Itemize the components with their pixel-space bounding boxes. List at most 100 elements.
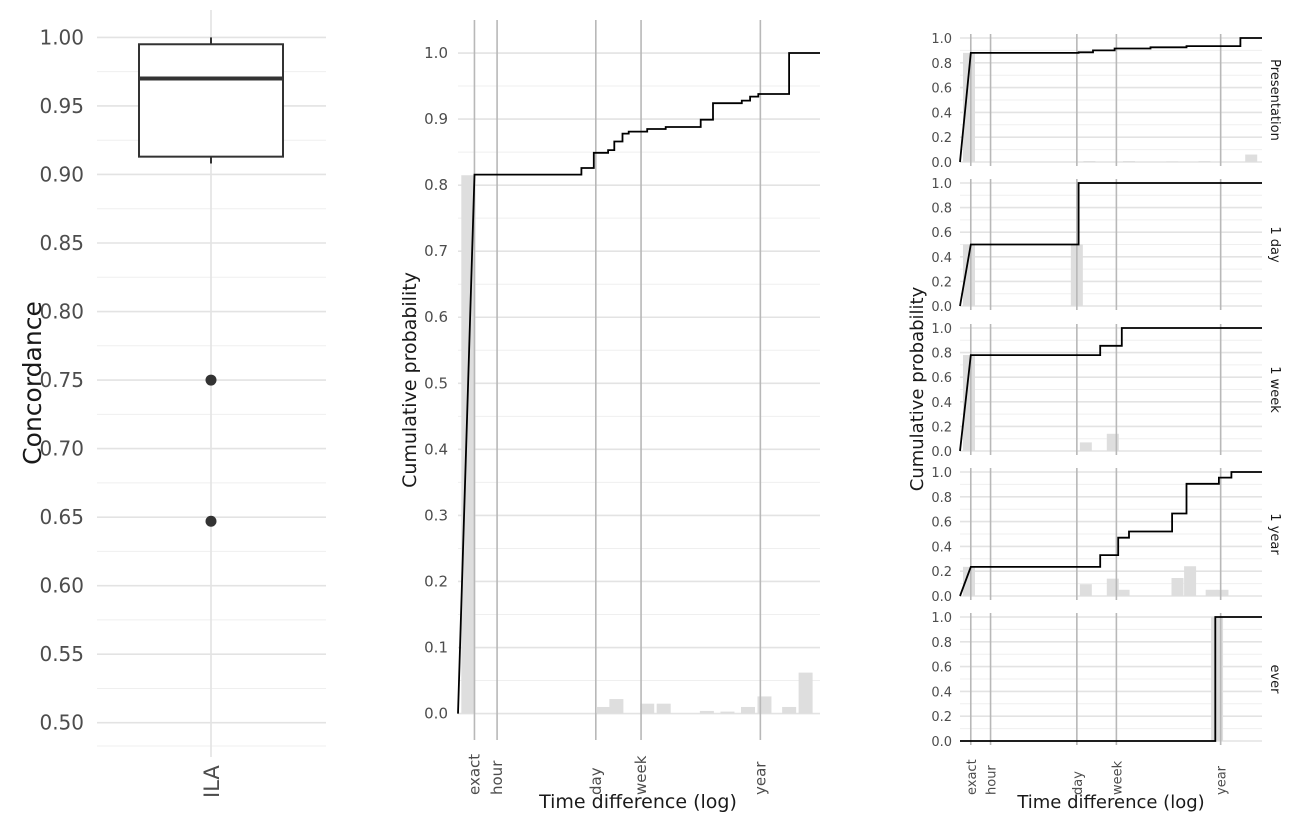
y-tick-label: 1.0: [931, 322, 952, 337]
density-bar: [656, 703, 671, 714]
y-tick-label: 0.2: [931, 131, 952, 146]
y-tick-label: 0.8: [931, 202, 952, 217]
outlier-point: [205, 374, 217, 386]
y-tick-label: 0.90: [39, 162, 84, 186]
faceted-cumulative-probability-plot: 0.00.20.40.60.81.0Presentation0.00.20.40…: [907, 32, 1282, 813]
x-axis-title: Time difference (log): [1016, 792, 1204, 813]
x-tick-label: ILA: [200, 765, 224, 798]
y-axis-title: Concordance: [18, 301, 47, 465]
y-tick-label: 0.1: [424, 639, 448, 657]
density-bar: [962, 244, 975, 306]
y-tick-label: 0.95: [39, 94, 84, 118]
y-tick-label: 0.6: [931, 371, 952, 386]
y-tick-label: 0.75: [39, 368, 84, 392]
y-tick-label: 0.0: [931, 735, 952, 750]
y-tick-label: 0.85: [39, 231, 84, 255]
x-tick-label: year: [751, 761, 769, 795]
density-bar: [1245, 154, 1258, 162]
x-tick-label: hour: [985, 765, 1000, 795]
density-bar: [699, 710, 714, 714]
cumulative-step-line: [959, 37, 1262, 163]
density-bar: [1166, 161, 1179, 162]
facet-strip-label: ever: [1267, 664, 1282, 694]
y-tick-label: 0.6: [931, 516, 952, 531]
cumulative-step-line: [960, 616, 1262, 742]
facet-1-day: 0.0 0.2 0.4 0.6 0.8 1.0 1 day: [931, 177, 1282, 315]
y-tick-label: 0.7: [424, 242, 448, 260]
x-tick-label: day: [587, 767, 605, 795]
y-tick-label: 0.6: [931, 661, 952, 676]
y-tick-label: 0.4: [931, 396, 952, 411]
density-bar: [962, 355, 975, 451]
y-axis-title: Cumulative probability: [399, 272, 421, 488]
y-tick-label: 0.5: [424, 374, 448, 392]
cumulative-step-line: [457, 52, 820, 714]
x-axis-title: Time difference (log): [538, 791, 737, 813]
density-bar: [798, 672, 813, 714]
y-tick-label: 1.0: [931, 611, 952, 626]
facet-ever: 0.0 0.2 0.4 0.6 0.8 1.0 ever: [931, 611, 1282, 750]
x-tick-label: exact: [965, 759, 980, 795]
x-tick-label: hour: [488, 760, 506, 795]
y-tick-label: 0.4: [931, 106, 952, 121]
y-tick-label: 1.0: [931, 466, 952, 481]
x-tick-label: week: [632, 755, 650, 795]
density-bar: [461, 175, 476, 714]
density-bar: [1205, 589, 1218, 596]
facet-strip-label: 1 week: [1267, 366, 1282, 413]
y-tick-label: 0.6: [424, 308, 448, 326]
y-tick-label: 0.3: [424, 506, 448, 524]
density-bar: [720, 711, 735, 714]
y-tick-label: 0.0: [931, 156, 952, 171]
cumulative-probability-plot: 0.0 0.1 0.2 0.3 0.4 0.5 0.6 0.7 0.8 0.9 1.0 exact ho…: [399, 20, 820, 813]
y-tick-label: 0.70: [39, 437, 84, 461]
facet-strip-label: Presentation: [1267, 59, 1282, 141]
density-bar: [1079, 584, 1092, 596]
y-tick-label: 0.55: [39, 642, 84, 666]
y-tick-label: 0.80: [39, 300, 84, 324]
density-bar: [741, 706, 756, 714]
x-tick-label: year: [1215, 765, 1230, 795]
density-bar: [1079, 442, 1092, 451]
x-tick-label: day: [1071, 771, 1086, 795]
y-tick-label: 0.0: [424, 705, 448, 723]
y-tick-label: 0.2: [931, 420, 952, 435]
density-bar: [640, 703, 655, 714]
y-tick-label: 0.4: [931, 251, 952, 266]
cumulative-step-line: [959, 327, 1262, 452]
y-tick-label: 0.8: [931, 347, 952, 362]
density-bar: [1216, 589, 1229, 596]
y-tick-label: 0.0: [931, 300, 952, 315]
y-tick-label: 0.65: [39, 505, 84, 529]
y-tick-label: 0.2: [931, 275, 952, 290]
interquartile-box: [138, 43, 284, 158]
density-bar: [1122, 161, 1135, 162]
y-tick-label: 0.2: [424, 572, 448, 590]
density-bar: [782, 706, 797, 714]
y-tick-label: 0.0: [931, 590, 952, 605]
y-tick-label: 0.2: [931, 710, 952, 725]
density-bar: [1083, 161, 1096, 162]
x-tick-label: week: [1110, 760, 1125, 795]
y-tick-label: 0.4: [424, 440, 448, 458]
density-bar: [609, 699, 624, 714]
cumulative-step-line: [959, 182, 1262, 307]
density-bar: [1198, 161, 1211, 162]
y-tick-label: 1.00: [39, 25, 84, 49]
y-tick-label: 1.0: [424, 44, 448, 62]
facet-1-year: 0.0 0.2 0.4 0.6 0.8 1.0 1 year: [931, 466, 1282, 605]
density-bar: [962, 566, 975, 596]
y-axis-title: Cumulative probability: [907, 286, 928, 491]
facet-1-week: 0.0 0.2 0.4 0.6 0.8 1.0 1 week: [931, 322, 1282, 460]
y-tick-label: 0.60: [39, 574, 84, 598]
y-tick-label: 0.50: [39, 711, 84, 735]
y-tick-label: 0.6: [931, 82, 952, 97]
y-tick-label: 0.6: [931, 226, 952, 241]
outlier-point: [205, 515, 217, 527]
density-bar: [597, 706, 612, 714]
concordance-boxplot: 0.50 0.55 0.60 0.65 0.70 0.75 0.80 0.85 0.90 0.95…: [18, 10, 326, 798]
cumulative-step-line: [959, 471, 1262, 597]
facet-presentation: 0.0 0.2 0.4 0.6 0.8 1.0 Presentation: [931, 32, 1282, 171]
y-tick-label: 0.8: [931, 636, 952, 651]
